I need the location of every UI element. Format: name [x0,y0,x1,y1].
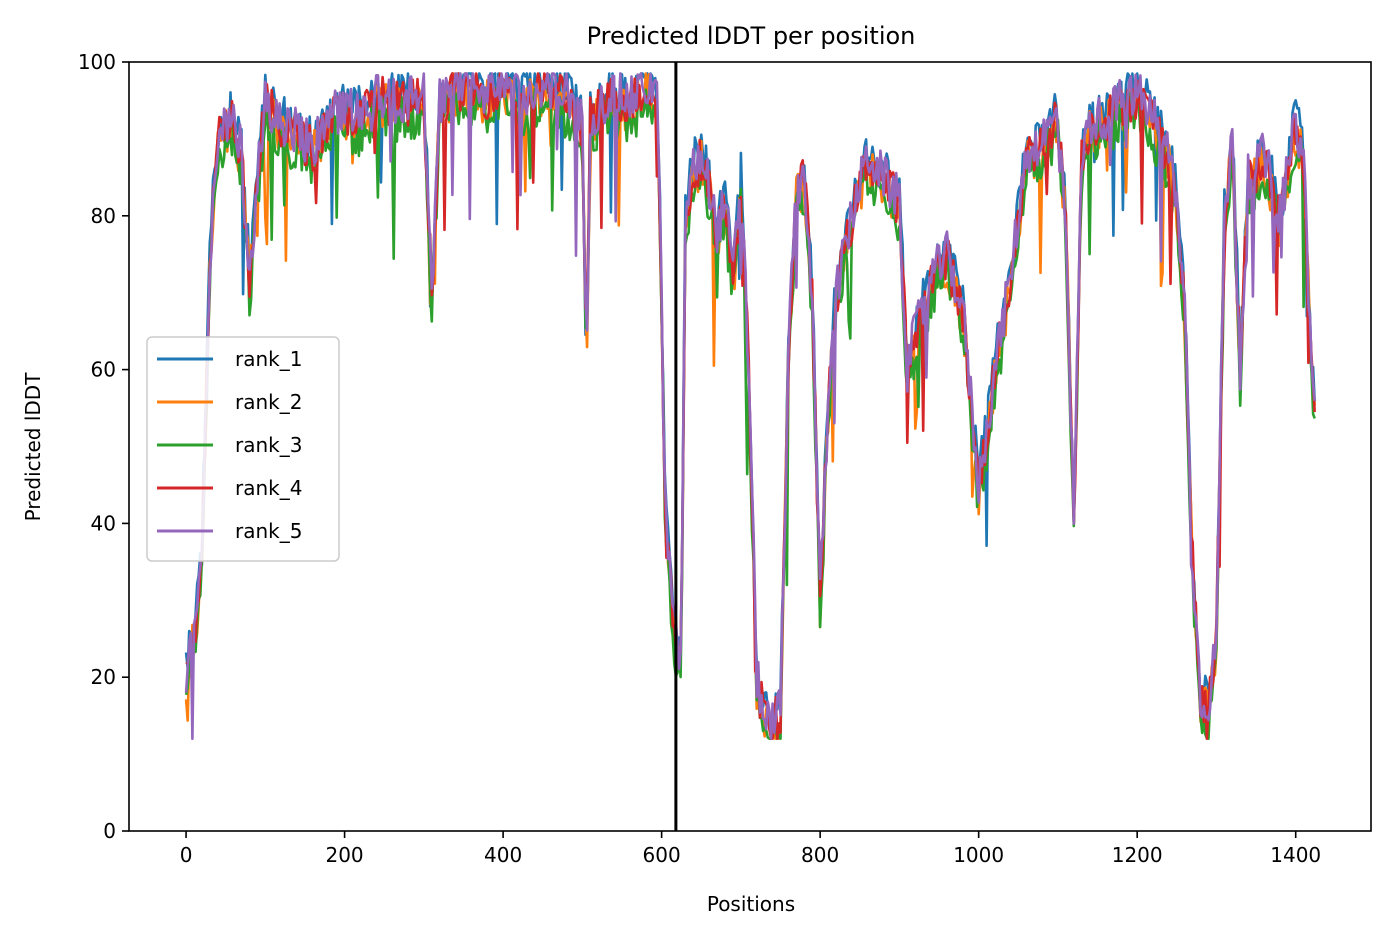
x-tick-label: 1200 [1112,843,1163,867]
legend-label-rank_5: rank_5 [235,519,302,543]
legend: rank_1 rank_2 rank_3 rank_4 rank_5 [146,336,340,562]
y-tick-label: 60 [91,358,116,382]
x-tick-label: 1400 [1270,843,1321,867]
y-tick-label: 40 [91,511,116,535]
y-tick-label: 0 [103,819,116,843]
axes-layer: 0 200 400 600 800 1000 1200 1400 0 20 40 60 80 100 [78,50,1372,867]
legend-label-rank_1: rank_1 [235,347,302,371]
legend-label-rank_3: rank_3 [235,433,302,457]
series-line-rank_5 [184,72,1316,741]
x-tick-label: 1000 [953,843,1004,867]
legend-label-rank_2: rank_2 [235,390,302,414]
legend-box [146,336,340,562]
series-layer [184,72,1316,741]
y-tick-label: 20 [91,665,116,689]
x-tick-label: 800 [801,843,839,867]
x-axis-label: Positions [707,892,795,916]
plot-frame [128,61,1372,832]
y-axis-label: Predicted lDDT [21,372,45,522]
x-tick-label: 200 [325,843,363,867]
legend-label-rank_4: rank_4 [235,476,302,500]
y-tick-label: 100 [78,50,116,74]
x-tick-label: 0 [180,843,193,867]
chart-title: Predicted lDDT per position [587,22,916,50]
x-tick-label: 400 [484,843,522,867]
x-tick-label: 600 [643,843,681,867]
y-tick-label: 80 [91,204,116,228]
